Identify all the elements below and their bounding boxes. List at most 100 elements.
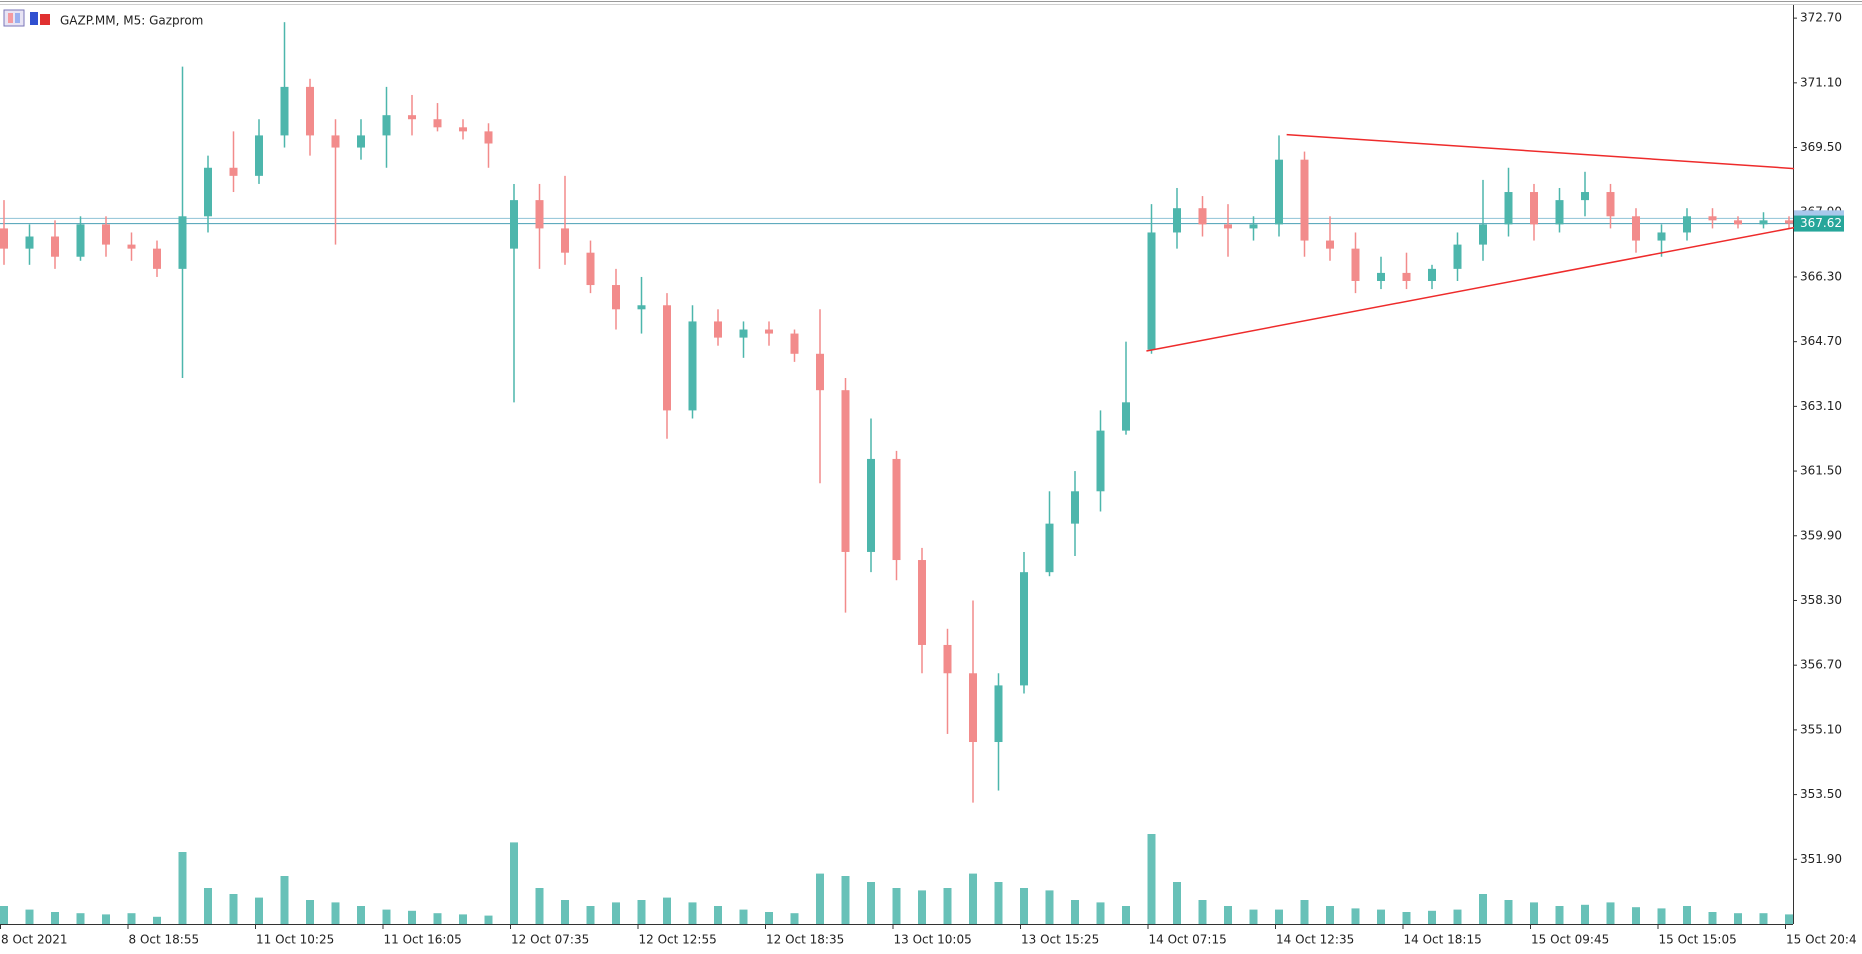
candle-body xyxy=(790,333,799,354)
candle-body xyxy=(867,458,875,552)
x-tick-label: 13 Oct 10:05 xyxy=(894,933,972,947)
volume-bar xyxy=(229,894,238,924)
volume-bar xyxy=(484,915,493,924)
candle-body xyxy=(357,135,365,148)
candle-body xyxy=(1555,200,1564,225)
y-tick-label: 366.30 xyxy=(1800,269,1842,283)
y-tick-label: 359.90 xyxy=(1800,528,1842,542)
x-tick-label: 8 Oct 2021 xyxy=(1,933,68,947)
candle-body xyxy=(969,673,977,743)
candle-body xyxy=(1173,208,1181,233)
volume-bar xyxy=(1632,907,1640,924)
candle-body xyxy=(535,200,544,229)
volume-bar xyxy=(510,842,518,924)
volume-bar xyxy=(612,902,620,924)
trendline xyxy=(1146,226,1795,352)
volume-bar xyxy=(714,906,722,924)
candle-body xyxy=(484,131,493,144)
volume-bar xyxy=(255,897,263,924)
candle-body xyxy=(102,224,110,245)
candle-body xyxy=(1198,208,1207,225)
candle-body xyxy=(1606,192,1615,217)
icon[interactable] xyxy=(40,14,50,25)
volume-bar xyxy=(1759,913,1768,924)
candle-body xyxy=(612,285,620,310)
volume-bar xyxy=(1351,908,1360,924)
x-tick-label: 11 Oct 10:25 xyxy=(256,933,334,947)
volume-bar xyxy=(892,888,901,924)
volume-bar xyxy=(994,882,1003,924)
y-tick-label: 351.90 xyxy=(1800,852,1842,866)
volume-bar xyxy=(1071,900,1079,924)
candle-body xyxy=(255,135,263,176)
toolbar-icons[interactable] xyxy=(3,9,50,27)
volume-bar xyxy=(357,906,365,924)
volume-bar xyxy=(586,906,595,924)
candle-body xyxy=(0,228,8,249)
candle-body xyxy=(1657,232,1666,241)
volume-bar xyxy=(1275,909,1283,924)
candle-body xyxy=(688,321,697,411)
volume-bar xyxy=(535,888,544,924)
candle-body xyxy=(127,244,136,249)
candle-body xyxy=(918,560,926,645)
volume-bar xyxy=(663,897,671,924)
volume-bar xyxy=(25,909,34,924)
volume-bar xyxy=(280,876,289,924)
volume-bar xyxy=(918,890,926,924)
x-tick-label: 11 Oct 16:05 xyxy=(384,933,462,947)
volume-bar xyxy=(331,902,340,924)
y-tick-label: 358.30 xyxy=(1800,593,1842,607)
candle-body xyxy=(1530,192,1538,225)
candle-body xyxy=(76,224,85,257)
x-tick-label: 12 Oct 07:35 xyxy=(511,933,589,947)
volume-bar xyxy=(688,902,697,924)
volume-bar xyxy=(1020,888,1028,924)
x-tick-label: 15 Oct 09:45 xyxy=(1531,933,1609,947)
volume-bar xyxy=(1096,902,1105,924)
candle-body xyxy=(1300,159,1309,241)
volume-bar xyxy=(1428,910,1436,924)
volume-bar xyxy=(867,882,875,924)
volume-bar xyxy=(178,852,187,924)
y-tick-label: 361.50 xyxy=(1800,464,1842,478)
candle-body xyxy=(1504,192,1513,225)
volume-bar xyxy=(127,913,136,924)
candle-body xyxy=(1428,268,1436,281)
volume-bar xyxy=(765,912,773,924)
candle-body xyxy=(178,216,187,269)
y-tick-label: 363.10 xyxy=(1800,399,1842,413)
volume-bar xyxy=(1249,909,1258,924)
candle-body xyxy=(1708,216,1717,221)
volume-bar xyxy=(1657,908,1666,924)
candle-body xyxy=(1020,572,1028,686)
candle-body xyxy=(714,321,722,338)
last-price-badge xyxy=(1794,215,1844,232)
candle-body xyxy=(943,644,952,674)
x-tick-label: 12 Oct 18:35 xyxy=(766,933,844,947)
candle-body xyxy=(25,236,34,249)
y-tick-label: 353.50 xyxy=(1800,787,1842,801)
volume-layer xyxy=(0,834,1793,924)
candle-body xyxy=(841,390,850,552)
candle-body xyxy=(1581,192,1589,201)
trendline xyxy=(1286,133,1795,170)
volume-bar xyxy=(561,900,569,924)
volume-bar xyxy=(1224,906,1232,924)
candle-body xyxy=(229,167,238,176)
candle-body xyxy=(331,135,340,148)
volume-bar xyxy=(943,888,952,924)
candle-body xyxy=(408,115,416,120)
x-tick-label: 13 Oct 15:25 xyxy=(1021,933,1099,947)
volume-bar xyxy=(306,900,314,924)
candle-body xyxy=(204,167,212,217)
volume-bar xyxy=(102,914,110,924)
volume-bar xyxy=(969,873,977,924)
icon[interactable] xyxy=(30,12,38,25)
volume-bar xyxy=(1581,904,1589,924)
volume-bar xyxy=(1377,909,1385,924)
volume-bar xyxy=(1708,912,1717,924)
icon[interactable] xyxy=(3,9,25,27)
candle-body xyxy=(306,86,314,136)
volume-bar xyxy=(816,873,824,924)
